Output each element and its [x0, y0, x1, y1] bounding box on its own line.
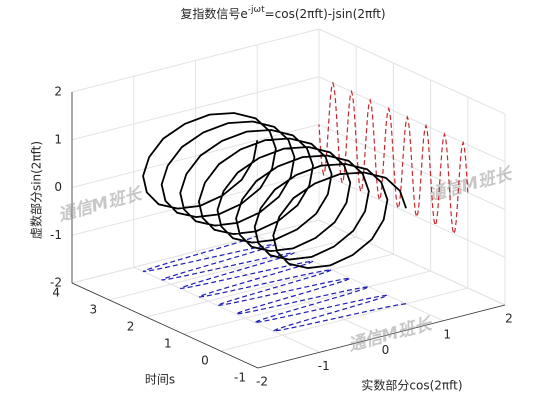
z-tick-label: 1 [54, 132, 62, 146]
chart-title: 复指数信号e-jωt=cos(2πft)-jsin(2πft) [180, 5, 385, 21]
z-axis-label: 虚数部分sin(2πft) [29, 141, 44, 239]
y-tick-label: 1 [164, 337, 172, 351]
grid-line [318, 28, 506, 115]
grid-line [318, 76, 506, 163]
grid-line [133, 266, 320, 353]
grid-line [71, 28, 320, 93]
x-tick-label: 2 [505, 312, 513, 326]
projection-line [318, 81, 469, 236]
z-tick-label: 2 [54, 85, 62, 99]
x-tick-label: 0 [382, 343, 390, 357]
grid-line [71, 171, 320, 236]
title-base: 复指数信号e [180, 6, 247, 21]
z-tick-label: 0 [54, 180, 62, 194]
grid-line [71, 76, 320, 141]
y-tick-label: 3 [90, 303, 98, 317]
y-tick-label: 0 [201, 354, 209, 368]
x-tick-label: -2 [256, 375, 268, 389]
y-tick-label: 2 [127, 320, 135, 334]
helix-line [142, 112, 407, 269]
grid-line [257, 235, 444, 322]
x-tick-label: 1 [443, 327, 451, 341]
grid-line [109, 236, 357, 301]
grid-line [195, 251, 382, 337]
z-tick-label: -1 [50, 228, 62, 242]
y-axis-label: 时间s [145, 373, 175, 387]
grid-line [183, 270, 431, 335]
y-tick-label: 4 [52, 286, 60, 300]
y-tick-label: -1 [234, 371, 246, 385]
axis-line [71, 282, 259, 369]
title-sup: -jωt [248, 5, 265, 15]
grid-line [146, 253, 394, 318]
z-tick-label: -2 [50, 276, 62, 290]
grid-line [71, 124, 320, 188]
x-axis-label: 实数部分cos(2πft) [361, 378, 462, 393]
x-tick-label: -1 [318, 359, 330, 373]
grid-line [71, 219, 320, 284]
projection-line [142, 235, 407, 332]
grid-line [220, 287, 468, 352]
axis-line [257, 304, 506, 369]
title-rest: =cos(2πft)-jsin(2πft) [265, 7, 386, 21]
